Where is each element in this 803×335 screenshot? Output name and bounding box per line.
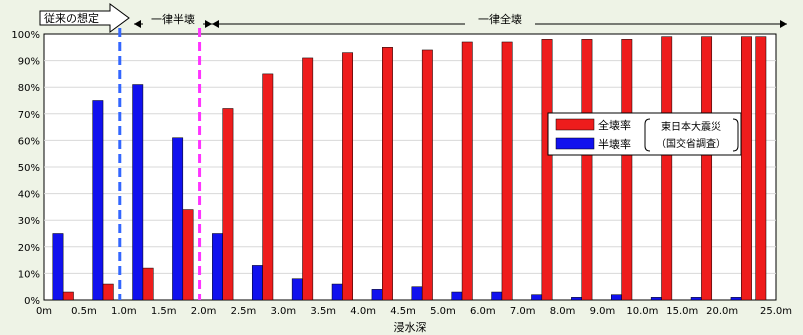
marker-lines <box>118 14 202 300</box>
bar-half <box>611 294 622 301</box>
y-tick-label: 70% <box>18 110 40 121</box>
legend-right-bracket <box>732 118 739 152</box>
bar-full <box>581 39 593 301</box>
conventional-label: 従来の想定 <box>44 11 99 25</box>
bar-half <box>371 289 383 301</box>
legend-note-line2: （国交省調査） <box>656 137 726 150</box>
x-tick-label: 7.0m <box>510 306 536 317</box>
x-tick-label: 15.0m <box>666 306 698 317</box>
bar-half <box>411 286 423 301</box>
y-tick-label: 100% <box>11 30 40 41</box>
full-label: 一律全壊 <box>478 12 522 26</box>
x-tick-label: 4.5m <box>390 306 416 317</box>
legend-note-line1: 東日本大震災 <box>661 120 721 133</box>
x-tick-label: 8.0m <box>550 306 576 317</box>
bar-full <box>62 291 74 301</box>
bar-full <box>382 47 393 301</box>
bar-half <box>172 137 184 301</box>
bar-full <box>501 41 513 301</box>
bar-half <box>650 297 662 301</box>
half-left-arrow-icon <box>134 20 141 28</box>
x-tick-label: 0.5m <box>71 306 97 317</box>
bar-full <box>741 36 752 301</box>
bar-full <box>421 49 433 301</box>
x-tick-label: 10.0m <box>626 306 658 317</box>
y-tick-labels: 0% 10% 20% 30% 40% 50% 60% 70% 80% 90% 100% <box>11 30 40 307</box>
bar-full <box>701 36 713 301</box>
x-tick-label: 25.0m <box>760 306 792 317</box>
x-tick-label: 3.5m <box>310 306 336 317</box>
annotation-conventional: 従来の想定 <box>39 3 130 33</box>
bar-full <box>661 36 673 301</box>
legend-label-half: 半壊率 <box>598 137 631 151</box>
bar-full <box>302 57 314 301</box>
x-tick-labels: 0m 0.5m 1.0m 1.5m 2.0m 2.5m 3.0m 3.5m 4.0m 4.5m 5.… <box>36 306 792 317</box>
y-tick-label: 60% <box>18 136 40 147</box>
legend-swatch-full <box>555 118 595 131</box>
conventional-arrow-icon <box>39 3 130 33</box>
x-tick-label: 20.0m <box>706 306 738 317</box>
x-tick-label: 2.0m <box>191 306 217 317</box>
bar-half <box>491 291 503 301</box>
bar-half <box>291 278 303 301</box>
legend-label-full: 全壊率 <box>598 118 631 132</box>
bar-full <box>222 108 234 301</box>
x-tick-label: 1.0m <box>111 306 137 317</box>
bar-half <box>132 84 144 301</box>
y-tick-label: 10% <box>18 269 40 280</box>
x-tick-label: 1.5m <box>151 306 177 317</box>
y-tick-label: 20% <box>18 243 40 254</box>
half-right-arrow-icon <box>205 20 212 28</box>
bar-half <box>730 297 742 301</box>
x-tick-label: 6.0m <box>470 306 496 317</box>
bar-full <box>342 52 354 301</box>
bar-full <box>142 267 154 301</box>
bar-full <box>461 41 473 301</box>
x-axis-label: 浸水深 <box>394 321 427 334</box>
y-tick-label: 90% <box>18 57 40 68</box>
bars <box>52 36 767 301</box>
bar-full <box>102 283 114 301</box>
bar-full <box>621 39 633 301</box>
x-tick-label: 0m <box>36 306 52 317</box>
legend: 全壊率 半壊率 東日本大震災 （国交省調査） <box>547 112 742 156</box>
bar-half <box>52 233 64 301</box>
bar-full <box>262 73 274 301</box>
full-label-bg <box>465 11 535 27</box>
half-label: 一律半壊 <box>151 12 195 26</box>
legend-swatch-half <box>555 137 595 150</box>
bar-half <box>571 297 582 301</box>
full-right-arrow-icon <box>780 20 787 28</box>
legend-left-bracket <box>644 118 651 152</box>
x-tick-label: 2.5m <box>231 306 257 317</box>
bar-full <box>755 36 767 301</box>
bar-half <box>531 294 543 301</box>
bar-half <box>251 265 263 301</box>
bar-half <box>212 233 223 301</box>
x-tick-label: 3.0m <box>271 306 297 317</box>
half-label-bg <box>143 11 203 27</box>
annotation-half: 一律半壊 <box>134 11 212 28</box>
bar-half <box>690 297 702 301</box>
annotation-full: 一律全壊 <box>212 11 787 28</box>
bar-half <box>92 100 104 301</box>
y-tick-label: 30% <box>18 216 40 227</box>
x-tick-label: 9.0m <box>590 306 616 317</box>
y-tick-label: 50% <box>18 163 40 174</box>
x-tick-label: 5.0m <box>430 306 456 317</box>
y-tick-label: 0% <box>24 296 40 307</box>
y-tick-label: 40% <box>18 190 40 201</box>
bar-full <box>541 39 553 301</box>
x-tick-label: 4.0m <box>350 306 376 317</box>
bar-half <box>331 283 343 301</box>
full-left-arrow-icon <box>212 20 219 28</box>
y-tick-label: 80% <box>18 83 40 94</box>
bar-half <box>451 291 463 301</box>
bar-full <box>182 209 194 301</box>
